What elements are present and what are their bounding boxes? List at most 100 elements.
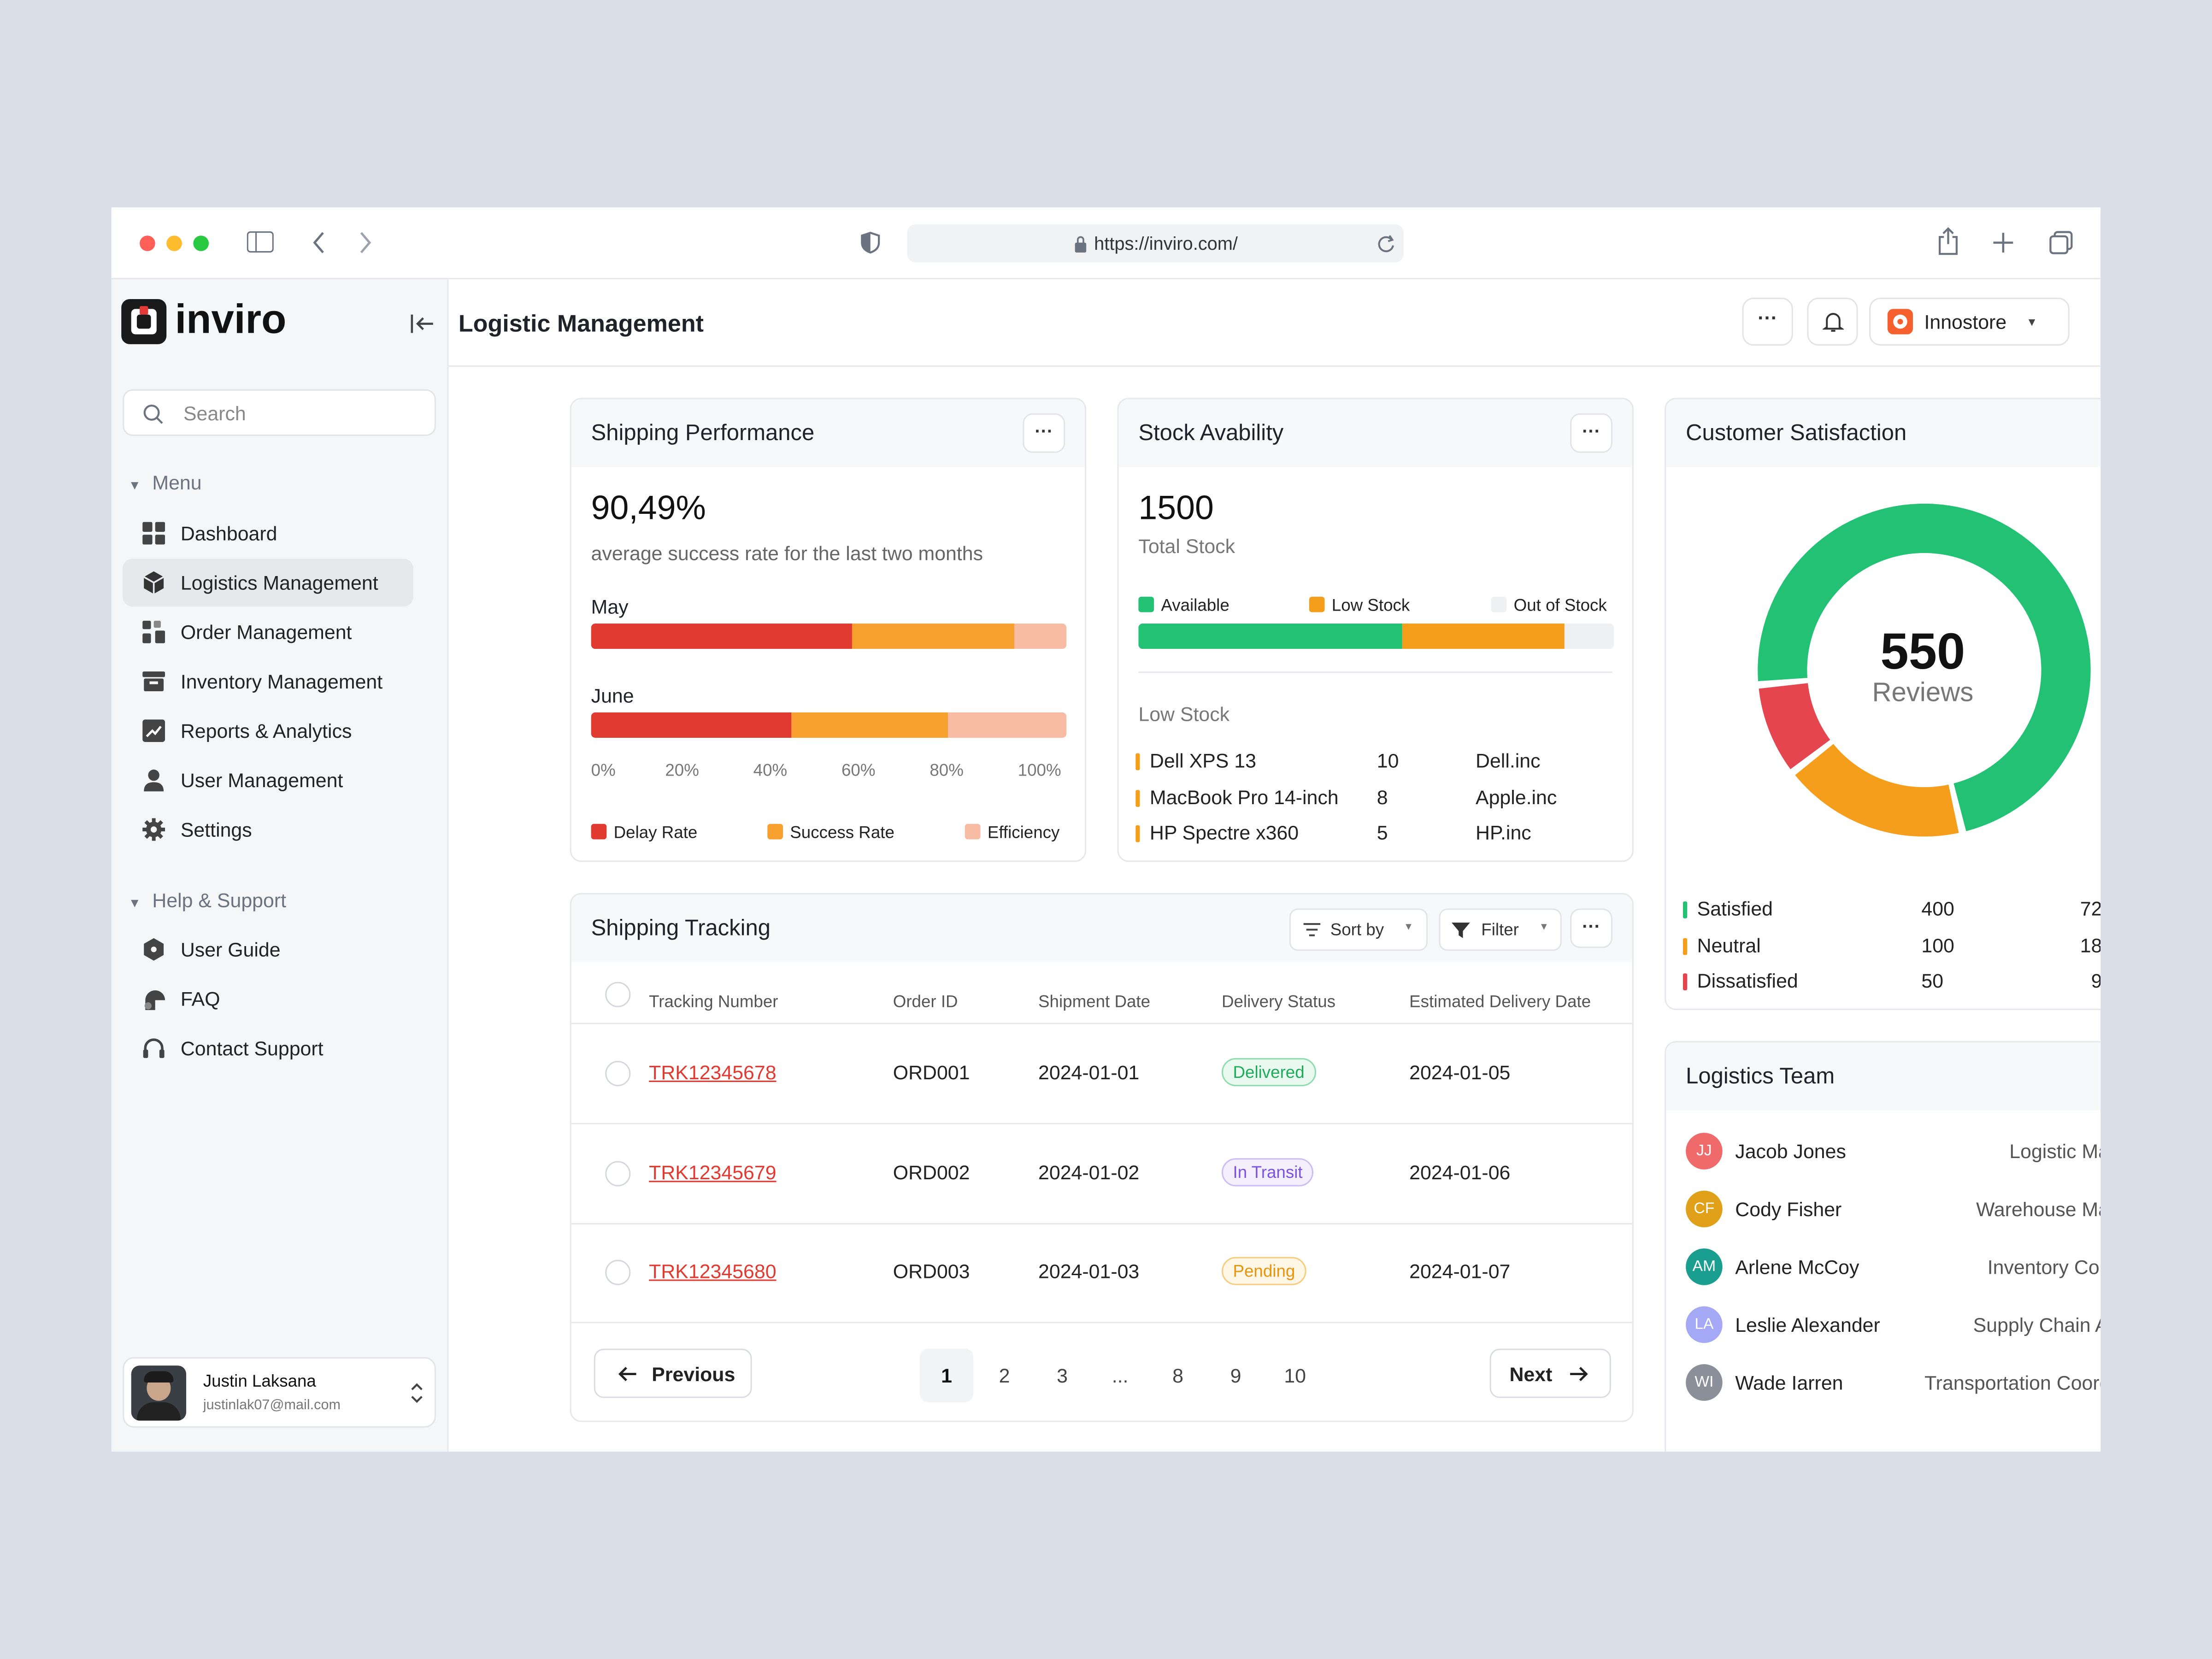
- sidebar-item-faq[interactable]: FAQ: [123, 975, 413, 1023]
- store-selector[interactable]: Innostore ▼: [1869, 297, 2070, 346]
- page-number-9[interactable]: 9: [1230, 1364, 1241, 1387]
- more-options-button[interactable]: ···: [1742, 297, 1793, 346]
- minimize-window-button[interactable]: [166, 235, 182, 251]
- month-label-june: June: [591, 684, 634, 707]
- row-checkbox[interactable]: [605, 1160, 631, 1186]
- reload-icon[interactable]: [1377, 234, 1395, 253]
- column-header-order-id[interactable]: Order ID: [893, 992, 958, 1012]
- sidebar-item-dashboard[interactable]: Dashboard: [123, 509, 413, 557]
- sidebar-item-logistics-management[interactable]: Logistics Management: [123, 559, 413, 607]
- table-row[interactable]: TRK12345679 ORD002 2024-01-02 In Transit 202…: [571, 1124, 1632, 1224]
- card-menu-button[interactable]: ···: [1570, 908, 1612, 948]
- team-member-name: Leslie Alexander: [1735, 1313, 1880, 1336]
- page-number-3[interactable]: 3: [1057, 1364, 1068, 1387]
- tracking-number-link[interactable]: TRK12345679: [649, 1160, 777, 1183]
- address-bar[interactable]: https://inviro.com/: [907, 224, 1404, 263]
- row-checkbox[interactable]: [605, 1061, 631, 1087]
- team-member-name: Cody Fisher: [1735, 1197, 1842, 1220]
- sidebar-item-user-management[interactable]: User Management: [123, 756, 413, 804]
- notifications-button[interactable]: [1807, 297, 1858, 346]
- menu-section-label[interactable]: ▼ Menu: [128, 471, 202, 494]
- row-checkbox[interactable]: [605, 1259, 631, 1285]
- success-rate-caption: average success rate for the last two mo…: [591, 541, 983, 565]
- low-stock-marker: [1135, 789, 1140, 806]
- browser-window: https://inviro.com/ inviro Search ▼ Menu …: [111, 207, 2101, 1452]
- month-label-may: May: [591, 595, 629, 618]
- shipment-date: 2024-01-03: [1038, 1259, 1140, 1282]
- tabs-overview-icon[interactable]: [2048, 230, 2074, 255]
- legend-swatch: [767, 824, 783, 840]
- team-member-row[interactable]: AM Arlene McCoy Inventory Controller: [1666, 1248, 2100, 1291]
- filter-button[interactable]: Filter ▼: [1439, 908, 1562, 951]
- ellipsis-icon: ···: [1758, 306, 1778, 329]
- column-header-estimated-delivery-date[interactable]: Estimated Delivery Date: [1409, 992, 1591, 1012]
- sidebar-item-label: Settings: [180, 818, 252, 841]
- page-number-2[interactable]: 2: [999, 1364, 1010, 1387]
- efficiency-segment: [1014, 624, 1067, 649]
- sidebar-item-label: Contact Support: [180, 1036, 324, 1059]
- table-row[interactable]: TRK12345680 ORD003 2024-01-03 Pending 2024-0…: [571, 1223, 1632, 1324]
- table-row[interactable]: TRK12345678 ORD001 2024-01-01 Delivered 2024…: [571, 1024, 1632, 1124]
- new-tab-icon[interactable]: [1992, 231, 2014, 254]
- sidebar-item-label: Logistics Management: [180, 571, 378, 594]
- sidebar-item-user-guide[interactable]: User Guide: [123, 925, 413, 973]
- satisfaction-count: 400: [1921, 897, 1954, 920]
- arrow-right-icon: [1570, 1367, 1588, 1382]
- neutral-slice: [1795, 744, 1959, 837]
- satisfaction-marker: [1683, 937, 1688, 954]
- headset-icon: [143, 1038, 165, 1058]
- next-page-button[interactable]: Next: [1489, 1348, 1611, 1398]
- book-icon: [144, 938, 164, 961]
- june-stacked-bar: [591, 712, 1067, 738]
- help-section-label[interactable]: ▼ Help & Support: [128, 888, 287, 912]
- tracking-number-link[interactable]: TRK12345680: [649, 1259, 777, 1282]
- user-email: justinlak07@mail.com: [203, 1398, 341, 1414]
- page-number-8[interactable]: 8: [1172, 1364, 1184, 1387]
- team-member-row[interactable]: LA Leslie Alexander Supply Chain Analyst: [1666, 1306, 2100, 1349]
- back-icon[interactable]: [312, 231, 326, 254]
- close-window-button[interactable]: [140, 235, 155, 251]
- maximize-window-button[interactable]: [193, 235, 209, 251]
- user-icon: [144, 769, 164, 792]
- sidebar-item-contact-support[interactable]: Contact Support: [123, 1024, 413, 1072]
- shield-icon[interactable]: [860, 231, 880, 254]
- search-input[interactable]: Search: [123, 389, 436, 436]
- sidebar-item-reports-analytics[interactable]: Reports & Analytics: [123, 707, 413, 755]
- sidebar-item-inventory-management[interactable]: Inventory Management: [123, 658, 413, 706]
- sort-by-button[interactable]: Sort by ▼: [1289, 908, 1428, 951]
- previous-page-button[interactable]: Previous: [594, 1348, 752, 1398]
- select-all-checkbox[interactable]: [605, 982, 631, 1007]
- sidebar-item-settings[interactable]: Settings: [123, 806, 413, 853]
- share-icon[interactable]: [1937, 227, 1959, 255]
- column-header-tracking-number[interactable]: Tracking Number: [649, 992, 778, 1012]
- column-header-shipment-date[interactable]: Shipment Date: [1038, 992, 1151, 1012]
- team-member-row[interactable]: JJ Jacob Jones Logistic Manager: [1666, 1133, 2100, 1175]
- satisfaction-marker: [1683, 901, 1688, 918]
- sidebar-item-order-management[interactable]: Order Management: [123, 608, 413, 656]
- user-profile-card[interactable]: Justin Laksana justinlak07@mail.com: [123, 1357, 436, 1428]
- collapse-sidebar-icon[interactable]: [411, 313, 435, 335]
- brand-logo: [121, 299, 167, 344]
- caret-down-icon: ▼: [128, 895, 141, 910]
- tracking-number-link[interactable]: TRK12345678: [649, 1061, 777, 1084]
- team-member-row[interactable]: WI Wade Iarren Transportation Coordinator: [1666, 1364, 2100, 1406]
- caret-down-icon: ▼: [2026, 315, 2038, 328]
- team-member-row[interactable]: CF Cody Fisher Warehouse Manager: [1666, 1190, 2100, 1233]
- page-number-10[interactable]: 10: [1284, 1364, 1306, 1387]
- card-menu-button[interactable]: ···: [1570, 413, 1612, 453]
- card-menu-button[interactable]: ···: [1023, 413, 1065, 453]
- forward-icon[interactable]: [359, 231, 373, 254]
- sidebar-item-label: Reports & Analytics: [180, 719, 352, 742]
- browser-toolbar: https://inviro.com/: [111, 207, 2101, 280]
- page-number-1[interactable]: 1: [919, 1348, 974, 1402]
- sidebar-toggle-icon[interactable]: [247, 231, 274, 253]
- column-header-delivery-status[interactable]: Delivery Status: [1221, 992, 1336, 1012]
- satisfaction-marker: [1683, 973, 1688, 990]
- chevron-updown-icon[interactable]: [411, 1382, 424, 1404]
- team-member-role: Warehouse Manager: [1976, 1197, 2100, 1220]
- bell-icon: [1822, 313, 1843, 332]
- legend-available: Available: [1138, 595, 1230, 615]
- divider: [1138, 671, 1612, 673]
- avatar: JJ: [1686, 1133, 1723, 1170]
